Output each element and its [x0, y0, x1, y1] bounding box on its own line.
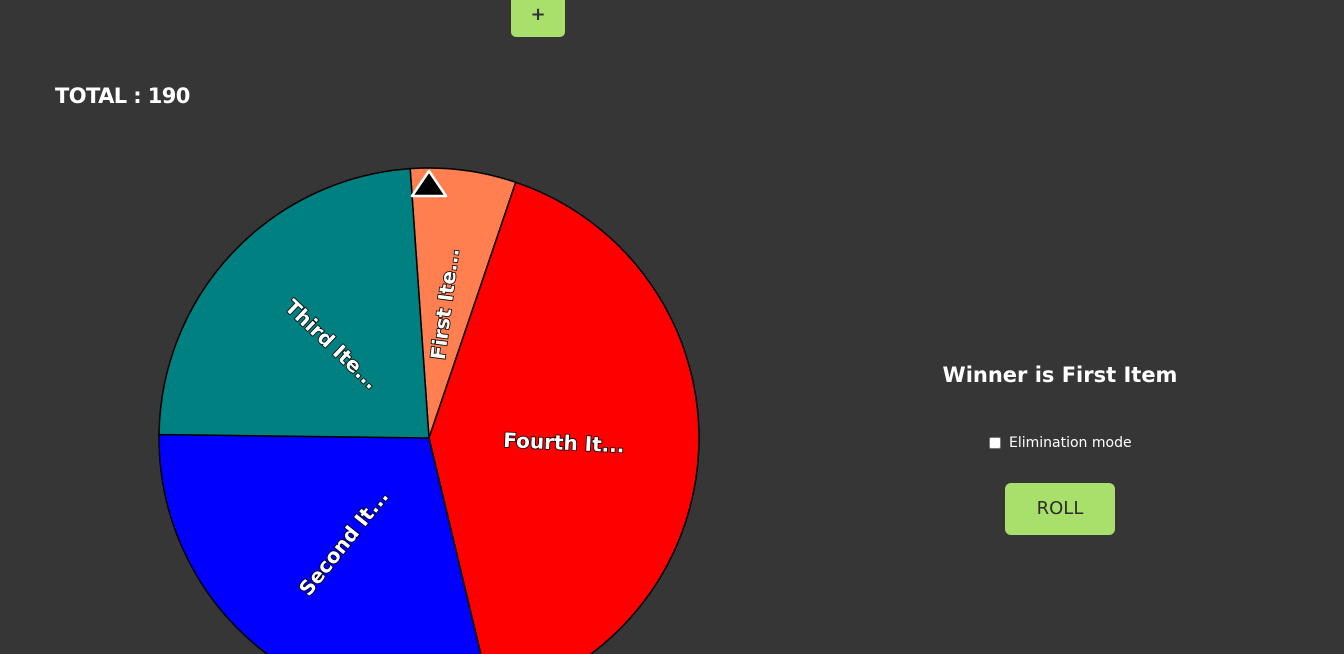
wheel-container: First Ite... Fourth It... Second It... Thir… — [0, 0, 760, 654]
wheel[interactable]: First Ite...Fourth It...Second It...Thir… — [0, 0, 760, 654]
elimination-toggle[interactable]: Elimination mode — [987, 435, 1132, 451]
winner-text: Winner is First Item — [942, 363, 1178, 387]
wheel-slice — [158, 167, 430, 439]
total-label: TOTAL : 190 — [55, 84, 190, 108]
wheel-slice — [158, 433, 482, 654]
wheel-slices — [158, 167, 700, 654]
plus-icon: + — [530, 4, 546, 25]
elimination-label: Elimination mode — [1009, 435, 1132, 451]
add-item-button[interactable]: + — [511, 0, 565, 37]
roll-button[interactable]: ROLL — [1005, 483, 1115, 535]
elimination-checkbox[interactable] — [989, 437, 1001, 449]
pointer-arrow-icon — [410, 169, 448, 198]
wheel-slice — [428, 181, 700, 654]
